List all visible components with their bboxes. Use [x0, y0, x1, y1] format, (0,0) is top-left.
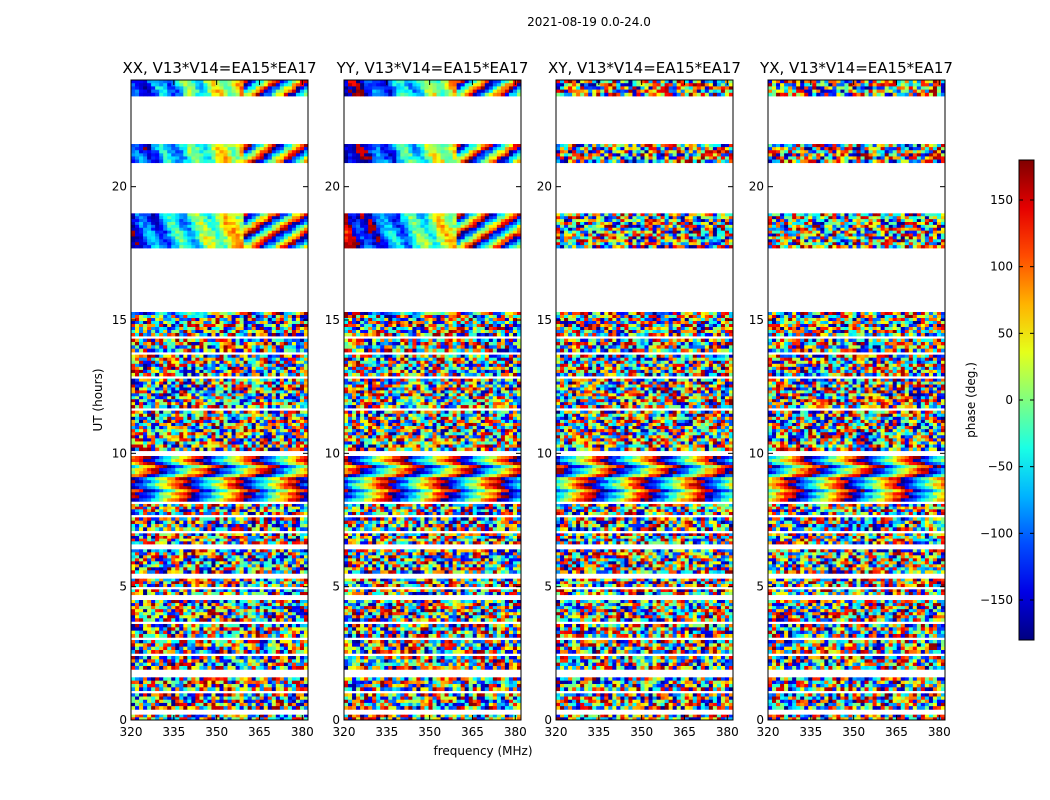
- x-tick-label: 320: [545, 725, 568, 739]
- axes-frame: [555, 79, 734, 721]
- colorbar-tick-label: 0: [1005, 393, 1013, 407]
- y-tick-label: 20: [112, 180, 127, 194]
- x-tick-label: 365: [673, 725, 696, 739]
- x-tick-label: 380: [291, 725, 314, 739]
- panel-xx: XX, V13*V14=EA15*EA17 320 335 350 365 380 0 5 10…: [112, 59, 317, 739]
- x-tick-label: 380: [716, 725, 739, 739]
- x-tick-label: 335: [799, 725, 822, 739]
- x-tick-label: 350: [842, 725, 865, 739]
- y-tick-label: 5: [119, 580, 127, 594]
- x-tick-label: 350: [418, 725, 441, 739]
- colorbar-tick-label: 150: [990, 193, 1013, 207]
- colorbar-label: phase (deg.): [964, 362, 978, 438]
- y-tick-label: 5: [756, 580, 764, 594]
- y-tick-label: 20: [325, 180, 340, 194]
- panel-yy: YY, V13*V14=EA15*EA17 320 335 350 365 380 0 5 10…: [325, 59, 529, 739]
- figure-suptitle: 2021-08-19 0.0-24.0: [527, 15, 651, 29]
- y-tick-label: 5: [544, 580, 552, 594]
- x-tick-label: 380: [504, 725, 527, 739]
- y-tick-label: 10: [749, 446, 764, 460]
- y-tick-label: 10: [537, 446, 552, 460]
- phase-heatmap: [344, 80, 521, 720]
- y-axis-label: UT (hours): [91, 368, 105, 431]
- x-tick-label: 320: [757, 725, 780, 739]
- colorbar-tick-label: −50: [988, 460, 1013, 474]
- axes-frame: [343, 79, 522, 721]
- x-tick-label: 350: [205, 725, 228, 739]
- x-tick-label: 365: [248, 725, 271, 739]
- colorbar-tick-label: 100: [990, 260, 1013, 274]
- phase-heatmap: [556, 80, 733, 720]
- y-tick-label: 0: [119, 713, 127, 727]
- y-tick-label: 5: [332, 580, 340, 594]
- y-tick-label: 20: [749, 180, 764, 194]
- y-tick-label: 0: [756, 713, 764, 727]
- y-tick-label: 0: [332, 713, 340, 727]
- panel-title: XX, V13*V14=EA15*EA17: [122, 59, 316, 77]
- y-tick-label: 10: [325, 446, 340, 460]
- panel-yx: YX, V13*V14=EA15*EA17 320 335 350 365 380 0 5 10…: [749, 59, 953, 739]
- y-tick-label: 10: [112, 446, 127, 460]
- x-tick-label: 335: [162, 725, 185, 739]
- y-tick-label: 0: [544, 713, 552, 727]
- x-tick-label: 335: [375, 725, 398, 739]
- panel-title: XY, V13*V14=EA15*EA17: [548, 59, 741, 77]
- panel-title: YX, V13*V14=EA15*EA17: [759, 59, 953, 77]
- y-tick-label: 15: [112, 313, 127, 327]
- x-axis-label: frequency (MHz): [433, 744, 532, 758]
- x-tick-label: 320: [333, 725, 356, 739]
- x-tick-label: 365: [885, 725, 908, 739]
- x-tick-label: 365: [461, 725, 484, 739]
- colorbar-tick-label: −100: [980, 526, 1013, 540]
- x-tick-label: 350: [630, 725, 653, 739]
- panel-xy: XY, V13*V14=EA15*EA17 320 335 350 365 380 0 5 10…: [537, 59, 741, 739]
- y-tick-label: 20: [537, 180, 552, 194]
- y-tick-label: 15: [749, 313, 764, 327]
- x-tick-label: 320: [120, 725, 143, 739]
- panel-title: YY, V13*V14=EA15*EA17: [336, 59, 529, 77]
- x-tick-label: 335: [587, 725, 610, 739]
- axes-frame: [130, 79, 309, 721]
- colorbar: −150 −100 −50 0 50 100 150: [980, 159, 1035, 641]
- phase-heatmap: [768, 80, 945, 720]
- axes-frame: [767, 79, 946, 721]
- colorbar-tick-label: −150: [980, 593, 1013, 607]
- x-tick-label: 380: [928, 725, 951, 739]
- colorbar-tick-label: 50: [998, 326, 1013, 340]
- phase-heatmap: [131, 80, 308, 720]
- y-tick-label: 15: [325, 313, 340, 327]
- y-tick-label: 15: [537, 313, 552, 327]
